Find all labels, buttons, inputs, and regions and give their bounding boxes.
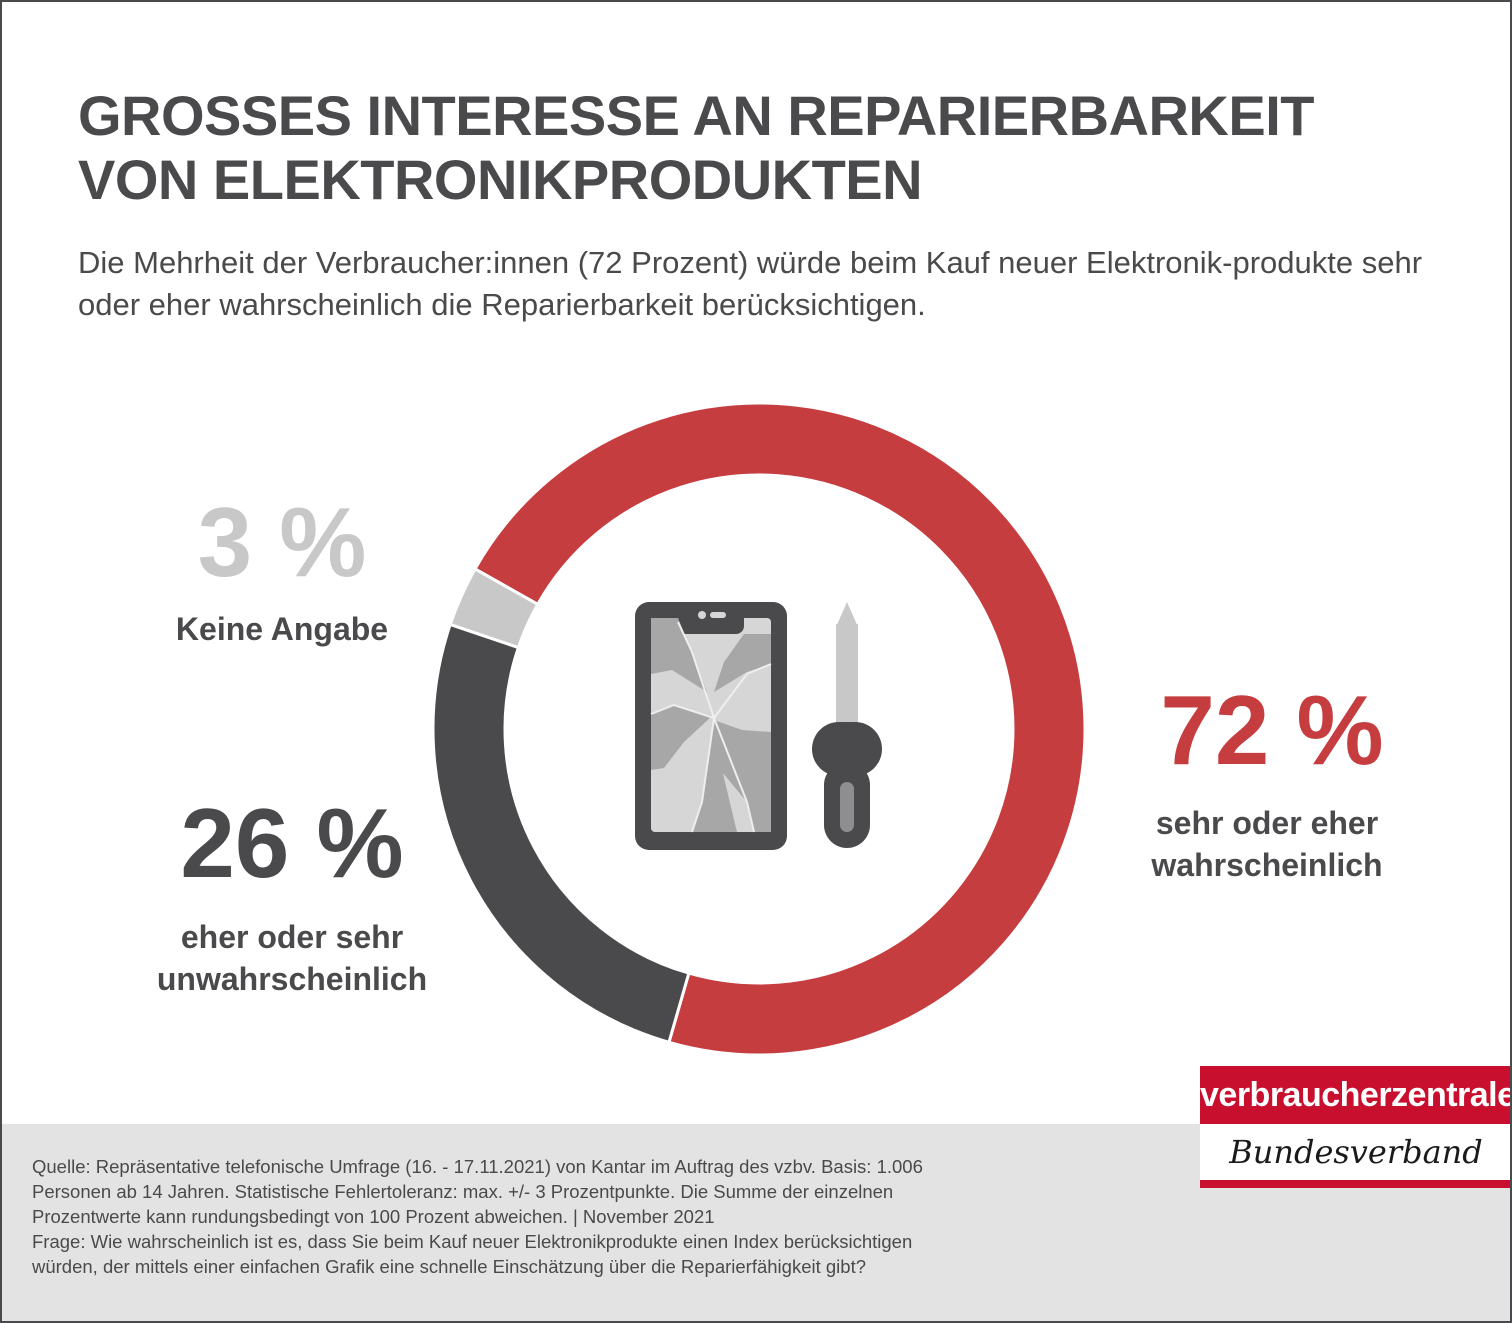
broken-phone-and-screwdriver-icon — [635, 602, 882, 850]
category-label-unlikely: eher oder sehr unwahrscheinlich — [156, 919, 428, 997]
category-label-likely: sehr oder eher wahrscheinlich — [1151, 805, 1383, 883]
donut-slices — [431, 401, 1087, 1057]
donut-slice-unlikely — [431, 622, 691, 1045]
donut-slice-no-answer — [448, 566, 540, 650]
question-line: würden, der mittels einer einfachen Graf… — [32, 1256, 866, 1277]
category-label-no-answer: Keine Angabe — [175, 611, 389, 647]
source-note: Quelle: Repräsentative telefonische Umfr… — [32, 1154, 1142, 1279]
vzbv-logo: verbraucherzentrale Bundesverband — [1200, 1066, 1510, 1188]
donut-slice-likely — [472, 401, 1087, 1057]
value-label-no-answer: 3 % — [197, 487, 367, 597]
source-line: Quelle: Repräsentative telefonische Umfr… — [32, 1156, 923, 1177]
donut-chart — [431, 401, 1087, 1057]
value-label-likely: 72 % — [1160, 675, 1384, 785]
logo-subline: Bundesverband — [1200, 1124, 1510, 1180]
source-line: Personen ab 14 Jahren. Statistische Fehl… — [32, 1181, 894, 1202]
source-line: Prozentwerte kann rundungsbedingt von 10… — [32, 1206, 715, 1227]
logo-stripe — [1200, 1180, 1510, 1188]
value-label-unlikely: 26 % — [180, 788, 404, 898]
question-line: Frage: Wie wahrscheinlich ist es, dass S… — [32, 1231, 913, 1252]
page-title: GROSSES INTERESSE AN REPARIERBARKEIT VON… — [78, 84, 1314, 211]
page-subtitle: Die Mehrheit der Verbraucher:innen (72 P… — [78, 245, 1423, 322]
logo-wordmark: verbraucherzentrale — [1200, 1066, 1510, 1124]
